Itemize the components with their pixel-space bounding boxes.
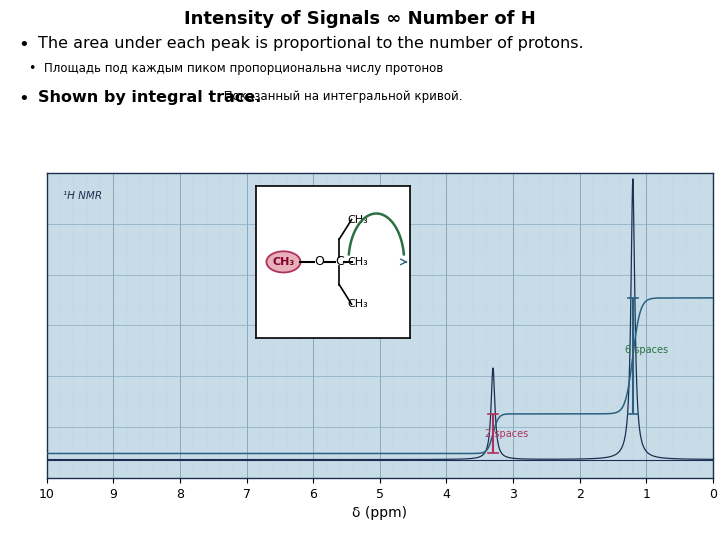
Text: CH₃: CH₃ — [272, 257, 294, 267]
Text: •: • — [18, 36, 29, 54]
Text: CH₃: CH₃ — [347, 299, 368, 309]
Text: Intensity of Signals ∞ Number of H: Intensity of Signals ∞ Number of H — [184, 10, 536, 28]
Text: Shown by integral trace.: Shown by integral trace. — [38, 90, 261, 105]
Text: •: • — [18, 90, 29, 108]
X-axis label: δ (ppm): δ (ppm) — [352, 506, 408, 520]
Text: •: • — [28, 62, 35, 75]
Text: 6 spaces: 6 spaces — [625, 345, 668, 355]
Text: 2 spaces: 2 spaces — [485, 429, 528, 438]
Text: O: O — [314, 255, 324, 268]
Text: Показанный на интегральной кривой.: Показанный на интегральной кривой. — [220, 90, 462, 103]
Text: The area under each peak is proportional to the number of protons.: The area under each peak is proportional… — [38, 36, 584, 51]
Text: Площадь под каждым пиком пропорциональна числу протонов: Площадь под каждым пиком пропорциональна… — [44, 62, 444, 75]
Text: C: C — [335, 255, 343, 268]
Ellipse shape — [266, 251, 300, 273]
Text: CH₃: CH₃ — [347, 257, 368, 267]
Text: ¹H NMR: ¹H NMR — [63, 191, 102, 201]
Text: CH₃: CH₃ — [347, 214, 368, 225]
